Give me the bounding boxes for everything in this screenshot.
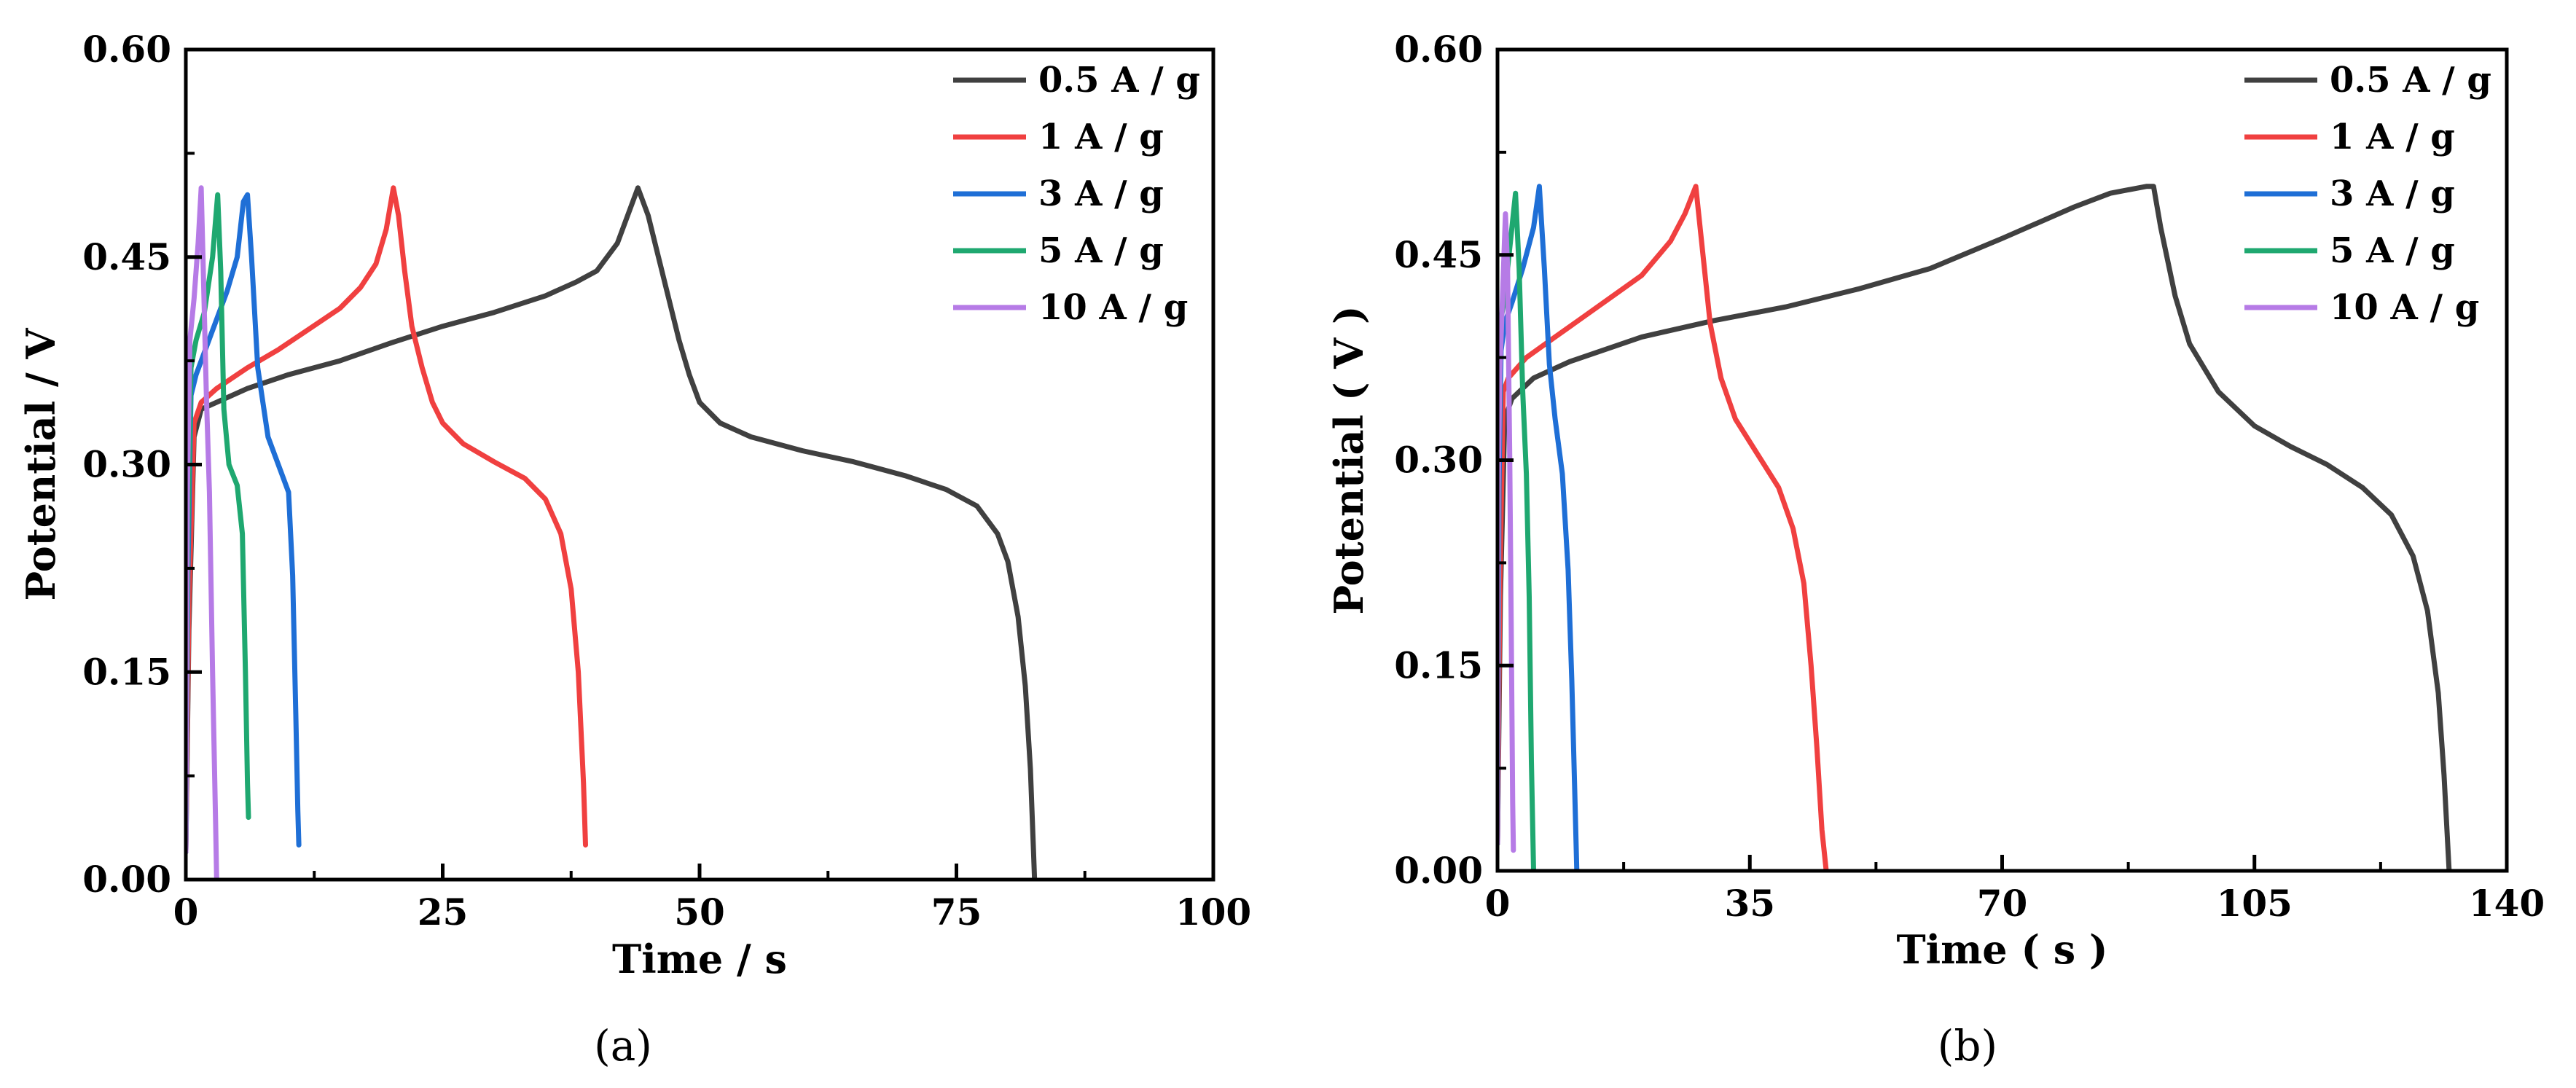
x-tick-label: 0 xyxy=(173,891,199,934)
x-tick-label: 25 xyxy=(418,891,469,934)
y-axis-title: Potential / V xyxy=(17,327,64,600)
legend-label: 5 A / g xyxy=(1038,230,1164,271)
legend-label: 10 A / g xyxy=(1038,287,1188,328)
legend-label: 1 A / g xyxy=(2330,117,2455,157)
chart-panel-b: 0 35 70 105 140 0.00 0.15 0.30 0.45 0.60 Time ( s … xyxy=(1326,28,2545,1071)
x-axis-title: Time / s xyxy=(612,936,787,982)
chart-panel-a: 0 25 50 75 100 0.00 0.15 0.30 0.45 0.60 Time / s Po… xyxy=(17,28,1251,1071)
y-tick-label: 0.00 xyxy=(1394,849,1483,892)
y-axis-title: Potential ( V ) xyxy=(1326,305,1372,614)
x-tick-label: 140 xyxy=(2469,882,2545,925)
series-group xyxy=(1498,184,2452,871)
y-tick-label: 0.00 xyxy=(82,858,171,901)
series-line-3-A-g xyxy=(186,192,302,855)
panel-caption: (b) xyxy=(1938,1021,1997,1071)
y-tick-label: 0.30 xyxy=(1394,439,1483,482)
x-tick-label: 50 xyxy=(674,891,725,934)
x-tick-label: 75 xyxy=(931,891,982,934)
x-tick-label: 70 xyxy=(1977,882,2028,925)
legend-label: 5 A / g xyxy=(2330,230,2455,271)
series-line-10-A-g xyxy=(186,185,219,880)
legend-label: 3 A / g xyxy=(2330,173,2455,214)
legend: 0.5 A / g 1 A / g 3 A / g 5 A / g 10 A / g xyxy=(2244,60,2491,328)
series-line-1-A-g xyxy=(186,185,588,855)
y-tick-label: 0.45 xyxy=(1394,233,1483,276)
x-axis-title: Time ( s ) xyxy=(1896,926,2107,973)
series-line-0.5-A-g xyxy=(186,185,1038,880)
x-tick-label: 35 xyxy=(1724,882,1775,925)
series-line-5-A-g xyxy=(186,192,251,855)
panel-caption: (a) xyxy=(594,1021,652,1071)
x-tick-label: 105 xyxy=(2217,882,2293,925)
y-tick-label: 0.30 xyxy=(82,443,171,486)
legend-label: 3 A / g xyxy=(1038,173,1164,214)
legend-label: 0.5 A / g xyxy=(1038,60,1200,101)
x-tick-label: 0 xyxy=(1485,882,1511,925)
legend-label: 1 A / g xyxy=(1038,117,1164,157)
y-tick-label: 0.15 xyxy=(82,650,171,693)
y-tick-label: 0.45 xyxy=(82,235,171,278)
series-group xyxy=(186,185,1038,880)
x-tick-label: 100 xyxy=(1175,891,1251,934)
legend-label: 10 A / g xyxy=(2330,287,2479,328)
legend-label: 0.5 A / g xyxy=(2330,60,2491,101)
y-tick-label: 0.60 xyxy=(82,28,171,71)
legend: 0.5 A / g 1 A / g 3 A / g 5 A / g 10 A / g xyxy=(953,60,1200,328)
y-tick-label: 0.60 xyxy=(1394,28,1483,71)
y-tick-label: 0.15 xyxy=(1394,643,1483,686)
series-line-0.5-A-g xyxy=(1498,184,2452,871)
